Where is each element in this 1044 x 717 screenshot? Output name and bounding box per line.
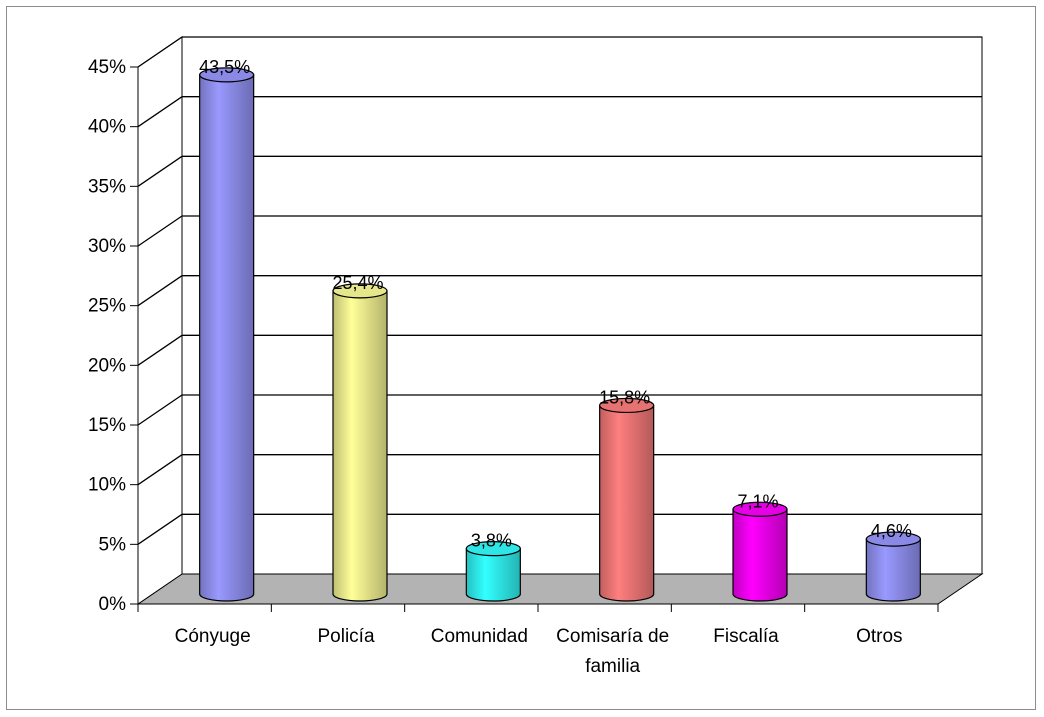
data-label: 15,8%: [599, 387, 650, 407]
bar-top: [332, 283, 388, 299]
data-label: 25,4%: [332, 273, 383, 293]
x-category-label: Comunidad: [431, 626, 528, 647]
y-tick-label: 10%: [88, 475, 126, 496]
bar-0: 43,5%: [199, 57, 255, 602]
data-label: 43,5%: [199, 57, 250, 77]
y-tick-label: 20%: [88, 355, 126, 376]
bar-2: 3,8%: [465, 531, 521, 602]
bar-body: [199, 74, 255, 602]
x-category-label: Cónyuge: [175, 626, 251, 647]
chart-back-wall: [181, 36, 983, 575]
y-tick-label: 5%: [99, 534, 127, 555]
bar-body: [865, 538, 921, 602]
y-tick-label: 25%: [88, 296, 126, 317]
bar-5: 4,6%: [865, 521, 921, 602]
bar-top: [865, 531, 921, 547]
bar-top: [199, 67, 255, 83]
gridline-depth: [137, 334, 183, 366]
gridline-depth: [137, 513, 183, 545]
bar-3: 15,8%: [599, 387, 655, 602]
x-category-label: Fiscalía: [713, 626, 779, 647]
x-category-label: Policía: [317, 626, 374, 647]
bar-top: [599, 397, 655, 414]
gridline-depth: [137, 96, 183, 128]
y-tick-label: 0%: [99, 594, 127, 615]
data-label: 7,1%: [737, 491, 778, 511]
y-tick-label: 35%: [88, 176, 126, 197]
bar-top: [465, 541, 521, 557]
chart-floor: [136, 573, 984, 605]
x-category-label: Otros: [856, 626, 902, 647]
gridline-depth: [137, 394, 183, 426]
y-tick-label: 45%: [88, 57, 126, 78]
bar-top: [732, 501, 788, 517]
data-label: 4,6%: [871, 521, 912, 541]
gridline-depth: [137, 454, 183, 486]
gridline-depth: [137, 275, 183, 307]
bar-body: [732, 508, 788, 602]
y-tick-label: 30%: [88, 236, 126, 257]
gridline-depth: [137, 155, 183, 187]
bar-1: 25,4%: [332, 273, 388, 602]
y-tick-label: 40%: [88, 117, 126, 138]
gridline-depth: [137, 36, 183, 68]
y-tick-label: 15%: [88, 415, 126, 436]
bar-body: [332, 290, 388, 602]
bar-body: [599, 404, 655, 602]
bar-4: 7,1%: [732, 491, 788, 602]
bar-body: [465, 548, 521, 602]
gridline-depth: [137, 215, 183, 247]
data-label: 3,8%: [471, 531, 512, 551]
x-category-label: Comisaría de familia: [556, 626, 669, 677]
